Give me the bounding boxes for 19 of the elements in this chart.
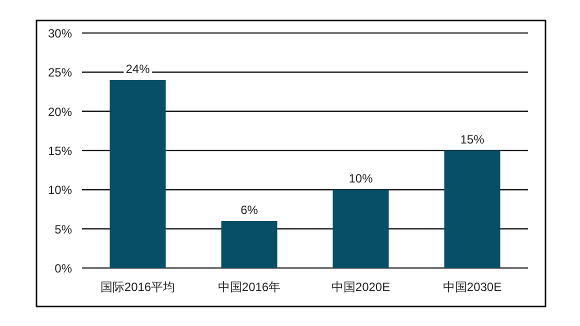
y-tick-label: 15% <box>48 144 72 158</box>
y-tick-label: 0% <box>54 262 72 276</box>
y-tick-label: 30% <box>48 26 72 40</box>
x-tick-label: 国际2016平均 <box>100 280 176 294</box>
y-tick-label: 25% <box>48 66 72 80</box>
data-label: 24% <box>126 62 150 76</box>
bar <box>332 190 389 268</box>
y-tick-label: 10% <box>48 183 72 198</box>
bar <box>221 221 278 268</box>
data-label: 10% <box>348 172 374 186</box>
y-tick-label: 5% <box>54 222 72 236</box>
x-tick-label: 中国2030E <box>442 280 502 294</box>
bar <box>444 150 500 268</box>
y-tick-label: 20% <box>48 104 72 119</box>
bar <box>110 80 166 268</box>
x-tick-label: 中国2016年 <box>218 280 281 294</box>
data-label: 15% <box>460 132 485 146</box>
data-label: 6% <box>240 203 258 217</box>
x-tick-label: 中国2020E <box>331 280 390 294</box>
